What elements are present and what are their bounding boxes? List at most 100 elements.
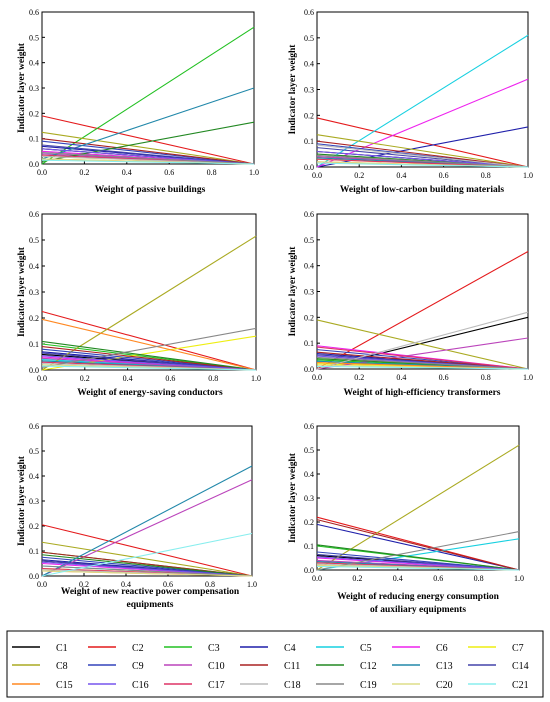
y-tick-label: 0.0	[304, 566, 314, 575]
plot-frame	[41, 425, 253, 577]
series-line-c2	[316, 250, 529, 370]
y-tick-label: 0.1	[29, 340, 39, 349]
y-tick-label: 0.2	[304, 313, 314, 322]
y-tick-label: 0.2	[29, 522, 39, 531]
series-line-c8	[41, 131, 255, 165]
series-line-c14	[41, 144, 255, 165]
y-tick-label: 0.4	[29, 262, 39, 271]
y-tick-label: 0.0	[29, 160, 39, 169]
legend-label: C9	[132, 661, 144, 672]
y-tick-label: 0.6	[304, 210, 314, 219]
plot-frame	[316, 213, 529, 370]
legend-entry-c14: C14	[468, 661, 529, 672]
x-axis-label: Weight of energy-saving conductors	[77, 388, 223, 398]
legend-entry-c3: C3	[164, 643, 220, 654]
y-tick-label: 0.1	[304, 339, 314, 348]
y-axis-label: Indicator layer weight	[17, 455, 27, 546]
series-line-c21	[41, 532, 253, 577]
y-tick-label: 0.4	[304, 470, 314, 479]
series-line-c12	[41, 340, 257, 371]
chart-panel-6: 0.0 0.1 0.2 0.3 0.4 0.5 0.6 0.0 0.2 0.4 0.6 0.8 1.0 I…	[288, 422, 524, 615]
legend-entry-c9: C9	[88, 661, 144, 672]
series-line-c16	[41, 148, 255, 165]
x-tick-label: 0.0	[312, 574, 322, 583]
series-line-c8	[41, 235, 257, 371]
x-tick-label: 1.0	[249, 168, 259, 177]
y-tick-label: 0.5	[29, 447, 39, 456]
y-tick-label: 0.1	[29, 135, 39, 144]
series-line-c21	[41, 159, 255, 165]
legend-entry-c2: C2	[88, 643, 144, 654]
x-tick-label: 0.2	[80, 374, 90, 383]
legend-label: C20	[436, 680, 453, 691]
series-line-c19	[41, 152, 255, 165]
chart-panel-1: 0.0 0.1 0.2 0.3 0.4 0.5 0.6 0.0 0.2 0.4 0.6 0.8 1.0 I…	[17, 8, 259, 195]
x-tick-label: 0.6	[439, 171, 449, 180]
legend-entry-c19: C19	[316, 680, 377, 691]
y-axis-label: Indicator layer weight	[17, 42, 27, 133]
y-tick-label: 0.0	[29, 366, 39, 375]
legend-entry-c17: C17	[164, 680, 225, 691]
series-line-c15	[41, 318, 257, 371]
series-line-c20	[41, 570, 253, 577]
x-tick-label: 0.4	[396, 373, 406, 382]
legend-label: C6	[436, 643, 448, 654]
legend: C1 C2 C3 C4 C5 C6 C7 C8 C9 C10 C11 C12 C13 C14 C15 C16 C…	[6, 630, 544, 698]
series-line-c8	[316, 134, 529, 168]
x-tick-label: 0.6	[165, 374, 175, 383]
series-line-c11	[316, 140, 529, 168]
legend-label: C19	[360, 680, 377, 691]
x-tick-label: 0.8	[481, 373, 491, 382]
x-tick-label: 1.0	[523, 171, 533, 180]
series-line-c13	[41, 465, 253, 577]
legend-label: C3	[208, 643, 220, 654]
x-tick-label: 0.4	[396, 171, 406, 180]
legend-entry-c16: C16	[88, 680, 149, 691]
series-line-c19	[316, 531, 520, 571]
series-line-c19	[316, 356, 529, 370]
series-line-c17	[316, 346, 529, 370]
x-tick-label: 0.0	[37, 168, 47, 177]
x-tick-label: 0.0	[37, 580, 47, 589]
legend-entry-c5: C5	[316, 643, 372, 654]
x-axis-label: Weight of high-efficiency transformers	[344, 388, 501, 398]
x-tick-label: 0.6	[164, 168, 174, 177]
x-axis-label: Weight of low-carbon building materials	[340, 185, 504, 195]
y-tick-label: 0.6	[29, 210, 39, 219]
y-tick-label: 0.5	[29, 236, 39, 245]
y-tick-label: 0.4	[304, 262, 314, 271]
series-line-c8	[41, 541, 253, 577]
y-axis-label: Indicator layer weight	[288, 452, 298, 543]
x-tick-label: 1.0	[251, 374, 261, 383]
legend-entry-c12: C12	[316, 661, 377, 672]
series-line-c12	[316, 544, 520, 571]
x-tick-label: 0.8	[474, 574, 484, 583]
legend-entry-c10: C10	[164, 661, 225, 672]
y-tick-label: 0.0	[304, 163, 314, 172]
x-tick-label: 0.4	[123, 374, 133, 383]
y-tick-label: 0.3	[29, 288, 39, 297]
series-line-c18	[316, 144, 529, 168]
legend-label: C8	[56, 661, 68, 672]
y-tick-label: 0.3	[29, 497, 39, 506]
series-line-c16	[41, 561, 253, 577]
y-tick-label: 0.4	[29, 59, 39, 68]
series-line-c3	[41, 26, 255, 165]
x-tick-label: 0.6	[433, 574, 443, 583]
series-line-c21	[41, 365, 257, 371]
x-tick-label: 0.0	[37, 374, 47, 383]
x-axis-label: Weight of passive buildings	[95, 185, 206, 195]
x-tick-label: 0.8	[207, 168, 217, 177]
series-line-c2	[316, 117, 529, 168]
legend-label: C16	[132, 680, 149, 691]
series-line-c21	[316, 365, 529, 370]
series-line-c16	[41, 355, 257, 371]
series-line-c2	[41, 310, 257, 371]
series-line-c16	[316, 556, 520, 571]
legend-label: C17	[208, 680, 225, 691]
x-tick-label: 1.0	[514, 574, 524, 583]
x-tick-label: 0.4	[393, 574, 403, 583]
y-tick-label: 0.4	[29, 472, 39, 481]
y-tick-label: 0.2	[29, 109, 39, 118]
